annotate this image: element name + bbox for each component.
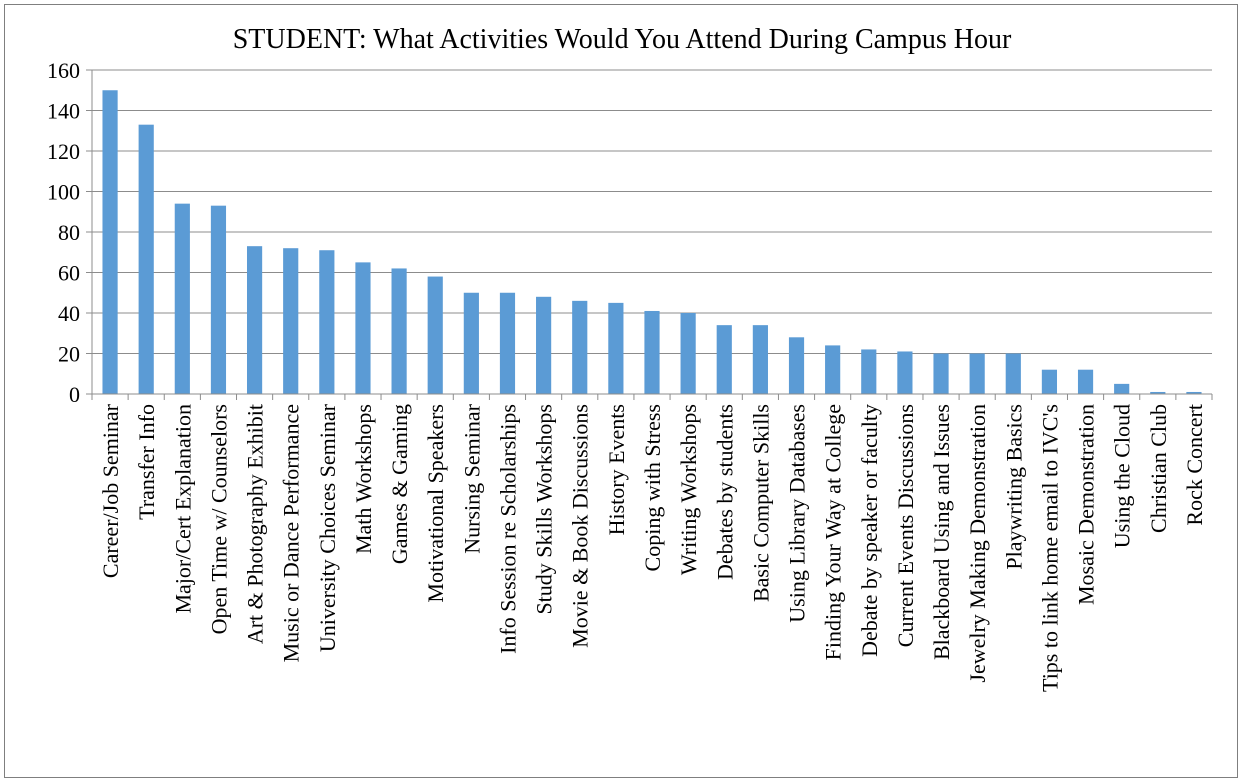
axes	[91, 70, 1213, 400]
y-tick-label: 80	[58, 220, 80, 245]
gridlines	[86, 69, 1212, 395]
chart-title: STUDENT: What Activities Would You Atten…	[233, 24, 1012, 55]
x-tick-label: Nursing Seminar	[459, 403, 484, 553]
x-tick-label: Jewelry Making Demonstration	[965, 404, 990, 683]
bar	[174, 203, 190, 394]
bar	[572, 300, 588, 394]
x-tick-label: Study Skills Workshops	[532, 404, 557, 615]
bar	[138, 124, 154, 395]
x-tick-label: Coping with Stress	[640, 404, 665, 571]
x-tick-label: Rock Concert	[1182, 404, 1207, 526]
bar	[788, 337, 805, 394]
x-tick-label: Using the Cloud	[1110, 404, 1135, 548]
bar	[102, 90, 118, 394]
x-tick-label: Music or Dance Performance	[279, 404, 304, 662]
bar	[680, 313, 696, 394]
bar	[246, 246, 263, 394]
bar	[536, 296, 552, 394]
bar	[608, 302, 624, 394]
x-tick-label: Christian Club	[1146, 404, 1171, 533]
x-tick-label: Tips to link home email to IVC's	[1037, 404, 1062, 692]
x-tick-label: Current Events Discussions	[893, 404, 918, 647]
bar	[1186, 391, 1202, 394]
bar	[1114, 383, 1130, 394]
bar	[499, 292, 516, 394]
bar	[716, 325, 732, 394]
bar	[1077, 369, 1094, 394]
x-tick-label: Open Time w/ Counselors	[206, 404, 231, 634]
bar	[897, 351, 913, 394]
bar	[1041, 369, 1058, 394]
bar	[644, 310, 660, 394]
x-tick-label: Motivational Speakers	[423, 404, 448, 603]
bar	[969, 353, 985, 394]
bar	[752, 325, 768, 394]
x-tick-label: Blackboard Using and Issues	[929, 404, 954, 660]
y-tick-label: 20	[58, 342, 80, 367]
bar	[463, 292, 479, 394]
x-tick-label: Career/Job Seminar	[98, 403, 123, 578]
x-tick-label: Info Session re Scholarships	[495, 404, 520, 654]
x-tick-label: Debate by speaker or faculty	[857, 404, 882, 657]
x-tick-label: Basic Computer Skills	[748, 404, 773, 602]
x-tick-label: Math Workshops	[351, 404, 376, 554]
y-tick-label: 160	[47, 58, 80, 83]
y-tick-label: 140	[47, 99, 80, 124]
y-tick-label: 40	[58, 301, 80, 326]
bars	[102, 90, 1202, 395]
bar	[861, 349, 877, 394]
x-tick-label: Writing Workshops	[676, 404, 701, 575]
bar	[1150, 391, 1166, 394]
bar	[427, 276, 443, 394]
x-tick-label: Transfer Info	[134, 404, 159, 520]
bar	[319, 250, 335, 394]
bar	[1005, 353, 1021, 394]
x-tick-label: Debates by students	[712, 404, 737, 580]
y-tick-label: 60	[58, 261, 80, 286]
x-tick-label: Using Library Databases	[785, 404, 810, 623]
y-tick-label: 100	[47, 180, 80, 205]
bar	[355, 262, 371, 394]
x-tick-label: Playwriting Basics	[1001, 404, 1026, 570]
bar	[210, 205, 227, 394]
x-tick-label: Art & Photography Exhibit	[243, 404, 268, 644]
bar	[933, 353, 949, 394]
x-tick-label: Finding Your Way at College	[821, 404, 846, 660]
x-tick-label: History Events	[604, 404, 629, 535]
x-tick-label: University Choices Seminar	[315, 403, 340, 652]
x-tick-label: Major/Cert Explanation	[170, 404, 195, 614]
x-tick-label: Movie & Book Discussions	[568, 404, 593, 648]
bar	[283, 248, 299, 394]
x-tick-label: Games & Gaming	[387, 404, 412, 564]
y-tick-label: 0	[69, 382, 80, 407]
y-tick-label: 120	[47, 139, 80, 164]
bar	[391, 268, 407, 394]
x-tick-label: Mosaic Demonstration	[1074, 404, 1099, 605]
x-axis-tick-labels: Career/Job Seminar Transfer Info Major/Cer…	[98, 403, 1207, 692]
y-axis-tick-labels: 0 20 40 60 80 100 120 140 160	[47, 58, 80, 407]
bar	[825, 345, 841, 394]
